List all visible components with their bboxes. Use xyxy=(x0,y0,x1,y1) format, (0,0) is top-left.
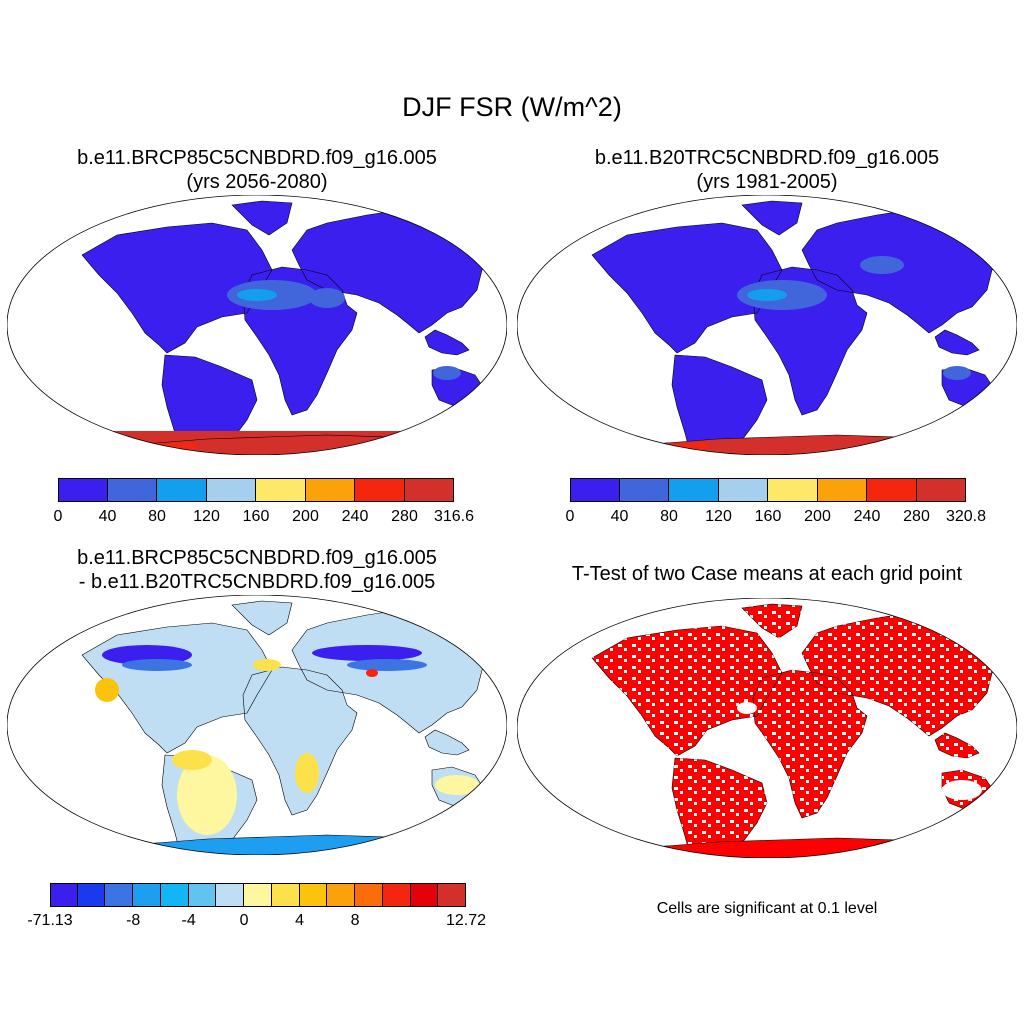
colorbar-segment xyxy=(817,478,867,502)
panel-future-years: (yrs 2056-2080) xyxy=(186,171,328,193)
panel-historical-case: b.e11.B20TRC5CNBDRD.f09_g16.005 xyxy=(594,147,940,169)
colorbar-segment xyxy=(77,883,106,907)
colorbar-segment xyxy=(256,478,306,502)
panel-historical-years: (yrs 1981-2005) xyxy=(696,171,838,193)
panel-ttest-heading: T-Test of two Case means at each grid po… xyxy=(571,563,963,585)
colorbar-segment xyxy=(916,478,966,502)
colorbar-segment xyxy=(382,883,411,907)
colorbar-segment xyxy=(299,883,328,907)
colorbar-segment xyxy=(619,478,669,502)
colorbar-segment xyxy=(410,883,439,907)
colorbar-segment xyxy=(216,883,245,907)
colorbar-segment xyxy=(438,883,466,907)
colorbar-segment xyxy=(107,478,157,502)
colorbar-segment xyxy=(404,478,454,502)
colorbar-tick-label: 0 xyxy=(565,508,575,525)
colorbar-segment xyxy=(355,883,383,907)
colorbar-tick-label: 80 xyxy=(148,508,166,525)
colorbar-segment xyxy=(105,883,134,907)
colorbar-tick-label: 316.6 xyxy=(433,508,475,525)
colorbar-segment xyxy=(206,478,256,502)
colorbar-tick-label: 40 xyxy=(98,508,117,525)
ttest-note: Cells are significant at 0.1 level xyxy=(656,900,878,917)
colorbar-tick-label: 0 xyxy=(239,912,249,929)
colorbar-tick-label: 80 xyxy=(660,508,678,525)
colorbar-tick-label: 0 xyxy=(53,508,63,525)
colorbar-tick-label: 12.72 xyxy=(445,912,487,929)
colorbar-tick-label: 40 xyxy=(610,508,629,525)
panel-future-title: b.e11.BRCP85C5CNBDRD.f09_g16.005 (yrs 20… xyxy=(7,146,507,194)
colorbar-segment xyxy=(58,478,108,502)
map-ttest xyxy=(517,598,1017,858)
colorbar-tick-label: 160 xyxy=(242,508,270,525)
colorbar-segment xyxy=(244,883,272,907)
panel-future-case: b.e11.BRCP85C5CNBDRD.f09_g16.005 xyxy=(77,147,437,169)
colorbar-tick-label: 200 xyxy=(804,508,831,525)
colorbar-tick-label: 160 xyxy=(754,508,782,525)
colorbar-tick-label: -8 xyxy=(126,912,141,929)
panel-historical-title: b.e11.B20TRC5CNBDRD.f09_g16.005 (yrs 198… xyxy=(517,146,1017,194)
panel-difference-case-a: b.e11.BRCP85C5CNBDRD.f09_g16.005 xyxy=(77,547,437,569)
panel-ttest-title: T-Test of two Case means at each grid po… xyxy=(517,562,1017,586)
colorbar-segment xyxy=(157,478,207,502)
colorbar-segment xyxy=(867,478,917,502)
colorbar-segment xyxy=(718,478,768,502)
colorbar-tick-label: 320.8 xyxy=(945,508,987,525)
colorbar-segment xyxy=(133,883,161,907)
colorbar-tick-label: 8 xyxy=(350,912,360,929)
colorbar-segment xyxy=(768,478,818,502)
colorbar-segment xyxy=(305,478,355,502)
colorbar-segment xyxy=(271,883,300,907)
colorbar-segment xyxy=(669,478,719,502)
map-future xyxy=(7,195,507,455)
colorbar-segment xyxy=(355,478,405,502)
colorbar-tick-label: 280 xyxy=(903,508,930,525)
colorbar-segment xyxy=(327,883,356,907)
colorbar-tick-label: 200 xyxy=(292,508,319,525)
colorbar-tick-label: -71.13 xyxy=(27,912,73,929)
colorbar-segment xyxy=(188,883,217,907)
colorbar-tick-label: 280 xyxy=(391,508,418,525)
colorbar-segment xyxy=(160,883,189,907)
colorbar-historical xyxy=(570,478,966,502)
colorbar-tick-label: 240 xyxy=(853,508,881,525)
panel-difference-case-b: - b.e11.B20TRC5CNBDRD.f09_g16.005 xyxy=(78,571,436,593)
panel-difference-title: b.e11.BRCP85C5CNBDRD.f09_g16.005 - b.e11… xyxy=(7,546,507,594)
colorbar-tick-label: 4 xyxy=(295,912,305,929)
colorbar-segment xyxy=(570,478,620,502)
colorbar-tick-label: 240 xyxy=(341,508,369,525)
colorbar-difference xyxy=(50,883,466,907)
colorbar-tick-label: 120 xyxy=(705,508,732,525)
map-historical xyxy=(517,195,1017,455)
map-difference xyxy=(7,595,507,855)
colorbar-segment xyxy=(50,883,78,907)
colorbar-tick-label: -4 xyxy=(181,912,196,929)
colorbar-tick-label: 120 xyxy=(193,508,220,525)
colorbar-future xyxy=(58,478,454,502)
figure-title: DJF FSR (W/m^2) xyxy=(402,92,622,122)
